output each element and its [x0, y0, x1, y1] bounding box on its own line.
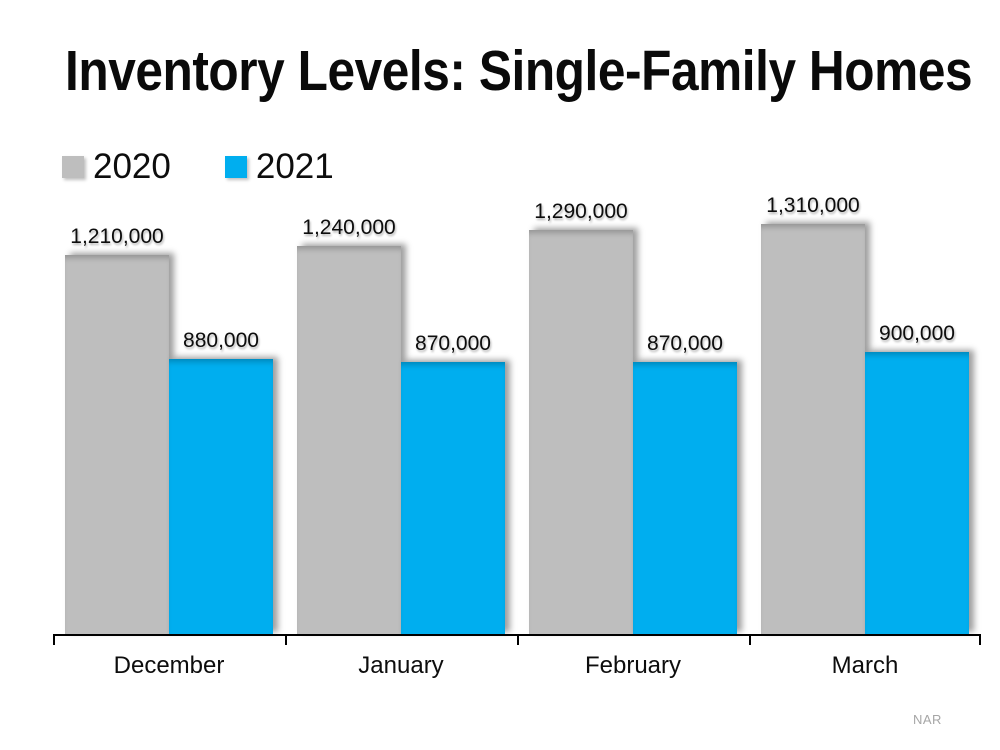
bar-2021-january: 870,000: [401, 332, 505, 634]
axis-tick: [517, 634, 519, 645]
bar-2021-december: 880,000: [169, 329, 273, 634]
data-label: 1,210,000: [70, 225, 164, 248]
legend: 2020 2021: [62, 149, 334, 184]
legend-label: 2021: [255, 147, 334, 186]
bar-2020-january: 1,240,000: [297, 216, 401, 634]
data-label: 1,240,000: [302, 216, 396, 239]
legend-swatch-2021: [224, 155, 247, 178]
cluster-march: 1,310,000 900,000: [749, 0, 981, 634]
chart-title: Inventory Levels: Single-Family Homes: [65, 39, 973, 103]
bar-2021-march: 900,000: [865, 322, 969, 634]
category-label-january: January: [358, 652, 444, 679]
legend-item-2020: 2020: [62, 149, 171, 184]
legend-swatch-2020: [62, 155, 84, 178]
cluster-january: 1,240,000 870,000: [285, 0, 517, 634]
source-attribution: NAR: [913, 712, 942, 727]
axis-tick: [749, 634, 751, 645]
category-label-march: March: [831, 652, 899, 679]
data-label: 870,000: [647, 332, 723, 355]
legend-label: 2020: [93, 147, 171, 186]
bar-2020-march: 1,310,000: [761, 194, 865, 634]
data-label: 1,290,000: [534, 200, 628, 223]
legend-item-2021: 2021: [224, 147, 334, 186]
bar-2020-february: 1,290,000: [529, 200, 633, 634]
category-label-february: February: [584, 652, 682, 679]
cluster-december: 1,210,000 880,000: [53, 0, 285, 634]
category-label-december: December: [113, 652, 225, 679]
data-label: 870,000: [415, 332, 491, 355]
axis-tick: [979, 634, 981, 645]
data-label: 1,310,000: [766, 194, 860, 217]
cluster-february: 1,290,000 870,000: [517, 0, 749, 634]
plot-area: 1,210,000 880,000 1,240,000 870,000 1,290,00…: [53, 0, 981, 634]
category-labels-row: December January February March: [53, 652, 981, 680]
bar-2021-february: 870,000: [633, 332, 737, 634]
data-label: 880,000: [183, 329, 259, 352]
axis-tick: [53, 634, 55, 645]
bar-2020-december: 1,210,000: [65, 225, 169, 634]
axis-tick: [285, 634, 287, 645]
data-label: 900,000: [879, 322, 955, 345]
